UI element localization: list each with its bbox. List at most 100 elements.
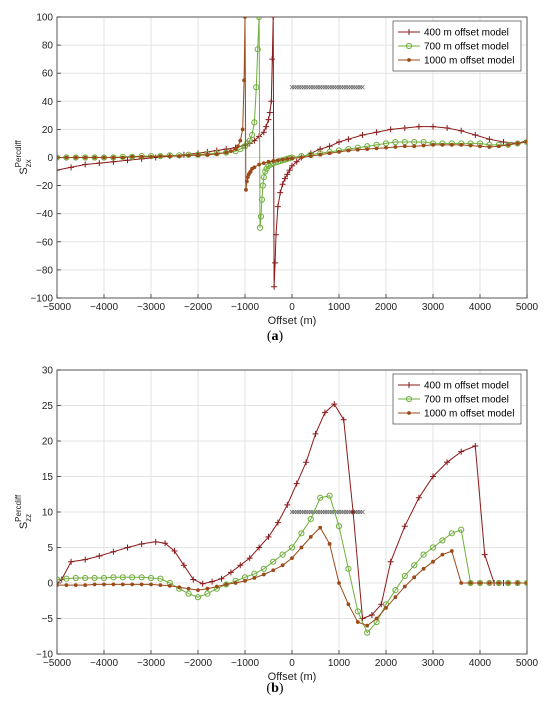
data-point (83, 155, 88, 160)
data-point (96, 553, 103, 560)
data-point (167, 583, 172, 588)
data-point (481, 551, 488, 558)
data-point (472, 132, 479, 139)
x-tick-label: 5000 (516, 658, 539, 669)
caption-letter: b (271, 681, 279, 696)
data-point (288, 544, 296, 551)
data-point (387, 558, 394, 565)
data-point (205, 586, 210, 591)
data-point (260, 565, 267, 572)
data-point (266, 109, 273, 116)
data-point (209, 578, 216, 585)
data-point (92, 582, 97, 587)
data-point (273, 231, 280, 238)
data-point (194, 594, 202, 601)
x-tick-label: 1000 (328, 658, 351, 669)
data-point (478, 581, 482, 585)
data-point (290, 556, 294, 561)
data-point (468, 143, 473, 148)
data-point (243, 17, 247, 19)
y-tick-label: 10 (42, 508, 54, 519)
data-point (374, 146, 379, 151)
data-point (111, 155, 116, 160)
data-point (253, 84, 260, 91)
data-point (82, 161, 89, 168)
y-label-sub: zx (24, 159, 33, 167)
x-tick-label: 0 (289, 302, 295, 313)
x-tick-label: −1000 (231, 302, 260, 313)
x-tick-label: 5000 (516, 302, 539, 313)
data-point (149, 582, 153, 587)
data-point (138, 540, 145, 547)
data-point (459, 581, 464, 585)
caption-close: ) (278, 329, 284, 344)
data-point (252, 576, 257, 580)
data-point (111, 582, 116, 587)
data-point (83, 583, 88, 588)
chart-b-svg: −5000 −4000 −3000 −2000 −1000 0 1000 2000 3000 40… (14, 366, 539, 684)
data-point (119, 574, 126, 581)
data-point (237, 145, 244, 153)
data-point (171, 548, 178, 555)
data-point (274, 203, 281, 210)
data-point (307, 516, 314, 523)
data-point (486, 136, 493, 143)
data-point (284, 501, 291, 508)
data-point (401, 572, 408, 579)
data-point (124, 544, 131, 551)
data-point (251, 119, 258, 126)
data-point (373, 129, 380, 136)
data-point (368, 611, 375, 618)
y-tick-label: −5 (42, 614, 54, 625)
data-point (415, 123, 422, 130)
legend-entry: 700 m offset model (424, 395, 509, 406)
data-point (336, 139, 342, 146)
data-point (355, 620, 360, 624)
legend-entry: 400 m offset model (424, 381, 509, 392)
data-point (227, 569, 234, 576)
data-point (496, 581, 501, 585)
data-point (100, 574, 108, 582)
chart-panel-b: −5000 −4000 −3000 −2000 −1000 0 1000 2000 3000 40… (0, 352, 550, 704)
y-tick-label: 25 (42, 401, 54, 412)
data-point (402, 144, 407, 149)
data-point (412, 575, 417, 580)
data-point (238, 138, 243, 143)
data-point (254, 46, 261, 53)
data-point (392, 587, 399, 594)
data-point (64, 583, 69, 588)
data-point (68, 164, 75, 171)
data-point (321, 409, 328, 416)
data-point (327, 151, 332, 156)
data-point (257, 213, 265, 220)
y-tick-label: −100 (30, 294, 53, 305)
data-point (256, 224, 264, 231)
data-point (102, 582, 106, 587)
chart-a-svg: −5000 −4000 −3000 −2000 −1000 0 1000 2000 3000 40… (14, 13, 539, 328)
data-point (317, 494, 324, 501)
y-tick-label: −20 (36, 181, 53, 192)
data-point (487, 145, 492, 149)
data-point (318, 525, 323, 530)
data-point (449, 549, 454, 553)
data-point (139, 154, 144, 159)
data-point (149, 154, 153, 159)
data-point (365, 623, 370, 628)
data-point (271, 283, 278, 290)
data-point (421, 566, 426, 571)
data-point (411, 562, 418, 569)
x-tick-label: 3000 (422, 658, 445, 669)
data-point (261, 572, 266, 577)
data-point (265, 116, 272, 123)
data-point (265, 533, 272, 540)
data-point (260, 129, 267, 136)
data-point (440, 142, 445, 147)
legend-marker (406, 382, 412, 388)
data-point (298, 530, 305, 537)
y-label-sup: Percdiff (14, 494, 23, 522)
data-point (335, 523, 343, 530)
data-point (440, 552, 445, 557)
x-tick-label: 4000 (469, 302, 492, 313)
data-point (487, 581, 492, 585)
y-label-base: S (18, 167, 30, 174)
